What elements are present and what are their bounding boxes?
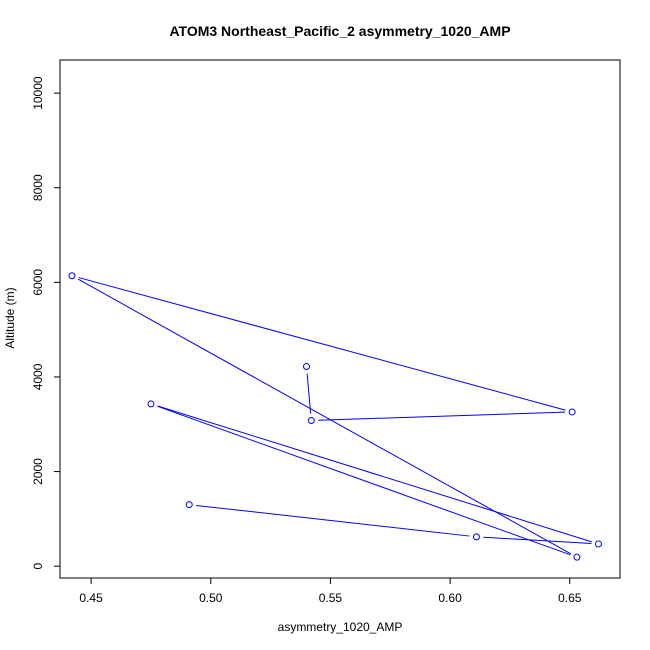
x-axis-label: asymmetry_1020_AMP (278, 620, 403, 634)
x-tick-label: 0.45 (79, 591, 103, 605)
y-tick-label: 10000 (31, 76, 45, 110)
x-tick-label: 0.50 (199, 591, 223, 605)
series-group (68, 272, 602, 561)
y-tick-label: 2000 (31, 458, 45, 485)
y-tick-label: 4000 (31, 363, 45, 390)
x-tick-label: 0.60 (438, 591, 462, 605)
plot-frame (59, 59, 621, 579)
y-axis: 0 2000 4000 6000 8000 10000 (31, 76, 60, 570)
data-point (573, 553, 581, 561)
chart-title: ATOM3 Northeast_Pacific_2 asymmetry_1020… (169, 23, 510, 39)
series-line-segment (318, 411, 566, 421)
data-point (68, 272, 76, 280)
y-axis-label: Altitude (m) (3, 287, 17, 348)
series-line-segment (483, 536, 592, 545)
x-tick-label: 0.55 (319, 591, 343, 605)
y-tick-label: 8000 (31, 174, 45, 201)
series-line-segment (78, 277, 566, 411)
data-point (307, 416, 315, 424)
y-tick-label: 6000 (31, 269, 45, 296)
data-point (185, 501, 193, 509)
series-line-segment (77, 278, 572, 555)
y-tick-label: 0 (31, 563, 45, 570)
data-point (147, 400, 155, 408)
data-point (302, 363, 310, 371)
data-point (472, 533, 480, 541)
x-axis: 0.45 0.50 0.55 0.60 0.65 (79, 578, 582, 605)
data-point (568, 408, 576, 416)
series-line-segment (157, 405, 571, 556)
x-tick-label: 0.65 (558, 591, 582, 605)
series-line-segment (196, 504, 470, 537)
series-line-segment (306, 373, 312, 414)
data-point (594, 540, 602, 548)
series-line-segment (157, 405, 592, 543)
